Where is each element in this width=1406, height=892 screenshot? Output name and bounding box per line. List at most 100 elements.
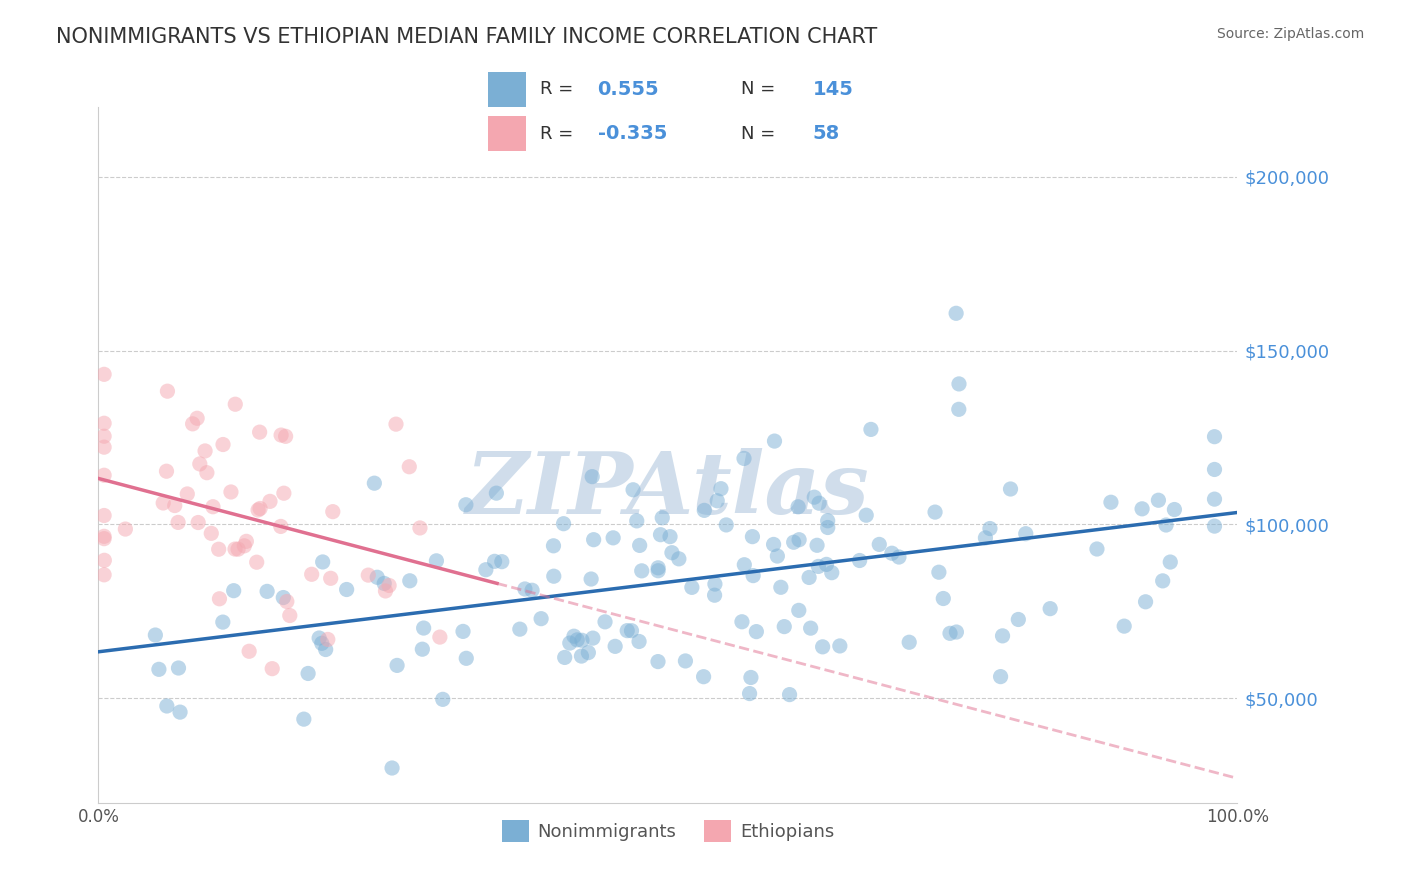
Point: [208, 591, 231, 606]
Point: [945, 625, 967, 640]
Point: [270, 519, 292, 533]
Point: [322, 505, 344, 519]
Point: [363, 476, 385, 491]
Point: [738, 687, 761, 701]
Point: [576, 646, 599, 660]
Point: [145, 628, 167, 642]
Point: [668, 551, 690, 566]
Point: [605, 640, 627, 654]
Point: [1015, 526, 1038, 541]
Point: [316, 632, 339, 647]
Point: [238, 644, 260, 658]
Point: [176, 487, 198, 501]
Point: [373, 576, 395, 591]
Point: [703, 577, 725, 591]
Point: [93, 508, 115, 523]
Point: [571, 633, 593, 648]
Point: [766, 549, 789, 563]
Point: [817, 514, 839, 528]
Point: [530, 612, 553, 626]
Point: [484, 554, 506, 568]
Point: [224, 542, 246, 557]
Point: [773, 619, 796, 633]
Point: [1154, 518, 1177, 533]
Point: [398, 574, 420, 588]
Point: [948, 402, 970, 417]
Point: [412, 621, 434, 635]
Point: [429, 630, 451, 644]
Point: [167, 516, 190, 530]
Point: [297, 666, 319, 681]
Point: [811, 640, 834, 654]
Text: R =: R =: [540, 80, 574, 98]
Point: [454, 498, 477, 512]
Point: [152, 496, 174, 510]
Point: [374, 584, 396, 599]
Point: [932, 591, 955, 606]
Point: [211, 615, 233, 629]
Point: [616, 624, 638, 638]
Point: [201, 500, 224, 514]
Point: [1163, 502, 1185, 516]
Point: [716, 517, 738, 532]
Point: [628, 634, 651, 648]
Point: [148, 662, 170, 676]
Point: [93, 468, 115, 483]
Point: [991, 629, 1014, 643]
Point: [186, 411, 208, 425]
Point: [1085, 541, 1108, 556]
Text: 58: 58: [813, 124, 839, 143]
Point: [301, 567, 323, 582]
Point: [1130, 501, 1153, 516]
Point: [974, 531, 997, 545]
Text: NONIMMIGRANTS VS ETHIOPIAN MEDIAN FAMILY INCOME CORRELATION CHART: NONIMMIGRANTS VS ETHIOPIAN MEDIAN FAMILY…: [56, 27, 877, 46]
Point: [647, 564, 669, 578]
Point: [222, 583, 245, 598]
Point: [235, 534, 257, 549]
Point: [271, 591, 294, 605]
Point: [647, 561, 669, 575]
Point: [621, 483, 644, 497]
Point: [357, 568, 380, 582]
Point: [93, 368, 115, 382]
Point: [787, 500, 810, 514]
Point: [703, 588, 725, 602]
Point: [312, 555, 335, 569]
Point: [262, 662, 284, 676]
Point: [924, 505, 946, 519]
Point: [167, 661, 190, 675]
Point: [855, 508, 877, 523]
Point: [543, 539, 565, 553]
Point: [745, 624, 768, 639]
Point: [651, 510, 673, 524]
Point: [520, 583, 543, 598]
Point: [815, 558, 838, 572]
Point: [1099, 495, 1122, 509]
Point: [336, 582, 359, 597]
Point: [385, 658, 408, 673]
Point: [247, 503, 270, 517]
Point: [319, 571, 342, 585]
Point: [93, 553, 115, 567]
Point: [659, 530, 682, 544]
Point: [308, 631, 330, 645]
Point: [169, 705, 191, 719]
Point: [208, 542, 231, 557]
Point: [163, 499, 186, 513]
Point: [188, 457, 211, 471]
Point: [456, 651, 478, 665]
Point: [425, 554, 447, 568]
Point: [93, 529, 115, 543]
Point: [650, 527, 672, 541]
Point: [763, 434, 786, 448]
Point: [114, 522, 136, 536]
Point: [710, 482, 733, 496]
Point: [485, 486, 508, 500]
Point: [249, 425, 271, 439]
Point: [315, 642, 337, 657]
Point: [769, 580, 792, 594]
Point: [706, 493, 728, 508]
Point: [366, 570, 388, 584]
Point: [246, 555, 269, 569]
Point: [821, 566, 844, 580]
